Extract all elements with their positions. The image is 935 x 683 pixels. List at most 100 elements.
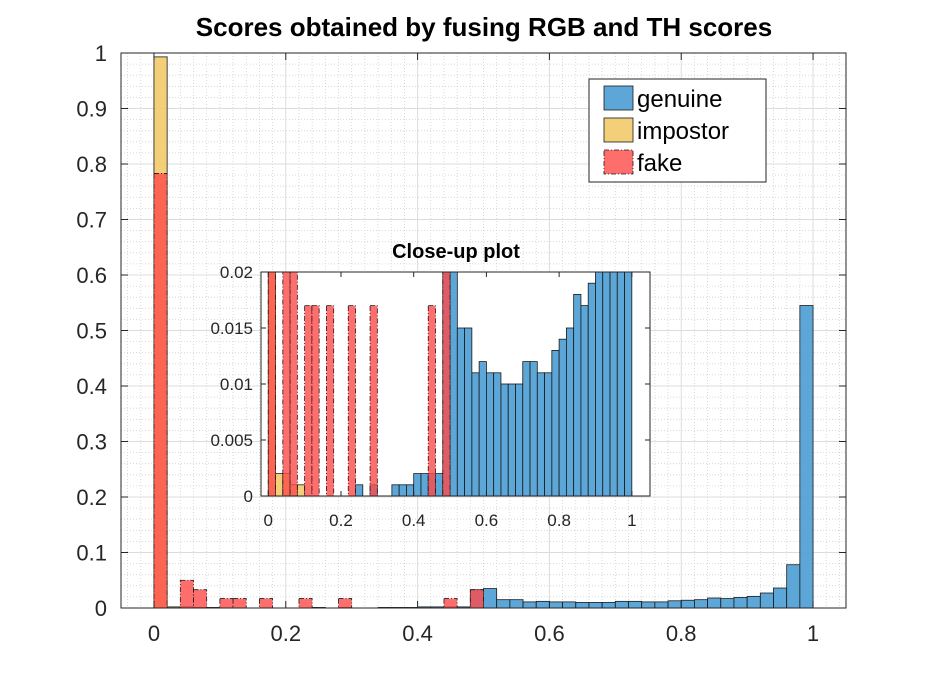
genuine-inset-bar bbox=[413, 473, 422, 496]
main-bars bbox=[153, 56, 814, 609]
impostor-inset-bar bbox=[275, 473, 284, 496]
impostor-legend-label: impostor bbox=[637, 118, 729, 145]
genuine-inset-bar bbox=[551, 349, 560, 496]
genuine-inset-bar bbox=[449, 272, 458, 496]
fake-inset-bar bbox=[267, 272, 276, 496]
y-tick-label: 0 bbox=[95, 596, 107, 621]
genuine-bar bbox=[575, 602, 590, 609]
fake-inset-bar bbox=[289, 272, 298, 496]
chart-title: Scores obtained by fusing RGB and TH sco… bbox=[196, 12, 772, 42]
fake-inset-bar bbox=[326, 305, 335, 496]
fake-inset-bar bbox=[427, 305, 436, 496]
impostor-legend-swatch bbox=[603, 117, 634, 143]
fake-bar bbox=[193, 589, 208, 609]
genuine-inset-bar bbox=[493, 372, 502, 496]
inset-x-tick-label: 0.8 bbox=[547, 511, 571, 530]
genuine-inset-bar bbox=[536, 372, 545, 496]
fake-bar bbox=[338, 598, 353, 609]
genuine-bar bbox=[680, 599, 695, 609]
genuine-inset-bar bbox=[522, 361, 531, 496]
genuine-bar bbox=[641, 601, 656, 609]
genuine-inset-bar bbox=[406, 484, 415, 496]
genuine-bar bbox=[483, 588, 498, 609]
genuine-inset-bar bbox=[486, 372, 495, 496]
fake-bar bbox=[469, 589, 484, 609]
genuine-inset-bar bbox=[420, 473, 429, 496]
legend: genuine impostor fake bbox=[588, 78, 767, 183]
fake-bar bbox=[153, 173, 168, 609]
genuine-bar bbox=[549, 601, 563, 609]
genuine-bar bbox=[601, 602, 616, 609]
genuine-bar bbox=[733, 597, 748, 609]
y-tick-label: 0.5 bbox=[76, 319, 107, 344]
x-tick-label: 0.8 bbox=[666, 621, 697, 646]
genuine-inset-bar bbox=[507, 383, 516, 496]
genuine-inset-bar bbox=[587, 282, 596, 496]
inset-x-tick-label: 0 bbox=[264, 511, 273, 530]
fake-bar bbox=[298, 598, 313, 609]
genuine-bar bbox=[773, 587, 788, 609]
genuine-bar bbox=[535, 600, 550, 609]
genuine-inset-bar bbox=[391, 484, 400, 496]
inset-y-tick-label: 0.005 bbox=[210, 431, 253, 450]
genuine-inset-bar bbox=[573, 293, 582, 496]
genuine-inset-bar bbox=[398, 484, 407, 496]
fake-inset-bar bbox=[282, 272, 291, 496]
y-tick-label: 0.3 bbox=[76, 430, 107, 455]
inset-axes: 0 0.005 0.01 0.015 0.02 0 0.2 0.4 0.6 0.8 1 bbox=[210, 263, 651, 530]
genuine-bar bbox=[786, 564, 801, 609]
x-tick-label: 0.4 bbox=[402, 621, 433, 646]
genuine-bar bbox=[746, 595, 761, 609]
genuine-bar bbox=[628, 600, 643, 609]
fake-bar bbox=[443, 598, 458, 609]
inset-y-tick-label: 0.02 bbox=[220, 263, 253, 282]
genuine-bar bbox=[720, 598, 735, 609]
genuine-legend-label: genuine bbox=[637, 86, 722, 113]
fake-inset-bar bbox=[304, 305, 313, 496]
genuine-bar bbox=[496, 599, 511, 609]
genuine-inset-bar bbox=[565, 327, 575, 496]
genuine-inset-bar bbox=[595, 272, 604, 496]
fake-bar bbox=[232, 598, 247, 609]
inset-y-tick-label: 0.01 bbox=[220, 375, 253, 394]
y-tick-label: 0.7 bbox=[76, 208, 107, 233]
fake-legend-swatch bbox=[603, 149, 634, 175]
genuine-bar bbox=[799, 305, 814, 609]
inset-title: Close-up plot bbox=[392, 241, 520, 263]
genuine-inset-bar bbox=[464, 327, 473, 496]
genuine-bar bbox=[562, 601, 577, 609]
genuine-inset-bar bbox=[478, 361, 487, 496]
genuine-inset-bar bbox=[435, 473, 444, 496]
y-tick-label: 0.9 bbox=[76, 97, 107, 122]
impostor-inset-bar bbox=[296, 484, 306, 496]
fake-inset-bar bbox=[311, 305, 320, 496]
genuine-bar bbox=[694, 599, 708, 609]
fake-inset-bar bbox=[442, 272, 451, 496]
main-grid bbox=[121, 52, 846, 609]
x-tick-label: 0.6 bbox=[534, 621, 565, 646]
genuine-inset-bar bbox=[624, 272, 633, 496]
genuine-bar bbox=[614, 600, 629, 609]
genuine-inset-bar bbox=[580, 305, 589, 496]
fake-inset-bar bbox=[369, 305, 378, 496]
y-tick-label: 0.6 bbox=[76, 263, 107, 288]
y-tick-label: 0.2 bbox=[76, 485, 107, 510]
x-tick-label: 1 bbox=[807, 621, 819, 646]
genuine-bar bbox=[509, 599, 524, 609]
x-tick-label: 0.2 bbox=[270, 621, 301, 646]
fake-bar bbox=[259, 598, 273, 609]
genuine-inset-bar bbox=[609, 272, 618, 496]
genuine-bar bbox=[667, 600, 682, 609]
genuine-legend-swatch bbox=[603, 85, 634, 111]
genuine-inset-bar bbox=[544, 372, 553, 496]
inset-x-tick-label: 0.2 bbox=[329, 511, 353, 530]
x-tick-label: 0 bbox=[148, 621, 160, 646]
fake-bar bbox=[219, 598, 234, 609]
genuine-inset-bar bbox=[616, 272, 625, 496]
genuine-inset-bar bbox=[602, 272, 611, 496]
genuine-inset-bar bbox=[500, 383, 509, 496]
inset-x-tick-label: 0.4 bbox=[402, 511, 426, 530]
genuine-inset-bar bbox=[471, 372, 480, 496]
genuine-inset-bar bbox=[515, 383, 524, 496]
